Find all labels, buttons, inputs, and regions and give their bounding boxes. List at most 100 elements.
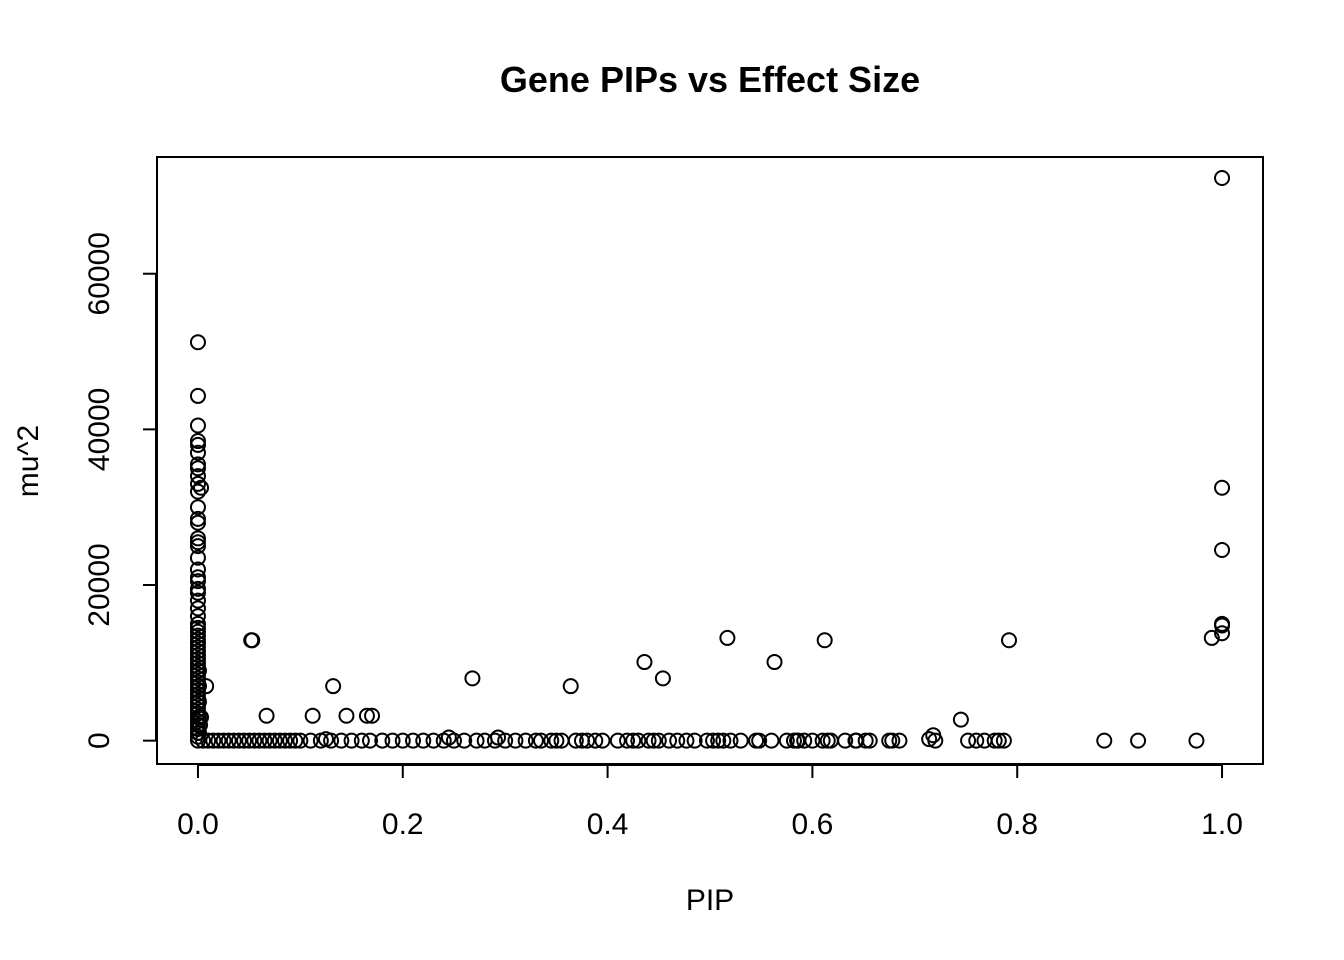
- data-point: [497, 732, 514, 749]
- x-axis: 0.0 0.2 0.4 0.6 0.8 1.0: [177, 764, 1243, 841]
- data-point: [256, 732, 273, 749]
- data-point: [258, 707, 275, 724]
- data-point: [464, 670, 481, 687]
- data-point: [358, 707, 375, 724]
- data-point: [476, 732, 493, 749]
- data-point: [189, 444, 206, 461]
- data-point: [364, 707, 381, 724]
- x-tick-label: 0.6: [792, 808, 834, 841]
- data-point: [952, 711, 969, 728]
- data-point: [1214, 617, 1231, 634]
- data-point: [785, 732, 802, 749]
- data-point: [630, 732, 647, 749]
- data-point: [415, 732, 432, 749]
- data-point: [960, 732, 977, 749]
- data-point: [189, 635, 206, 652]
- data-point: [189, 623, 206, 640]
- data-point: [669, 732, 686, 749]
- data-point: [205, 732, 222, 749]
- x-axis-label: PIP: [686, 884, 734, 917]
- data-point: [678, 732, 695, 749]
- data-point: [338, 707, 355, 724]
- data-point: [533, 732, 550, 749]
- data-point: [1188, 732, 1205, 749]
- data-point: [189, 456, 206, 473]
- data-point: [715, 732, 732, 749]
- data-point: [277, 732, 294, 749]
- data-point: [189, 417, 206, 434]
- data-point: [189, 433, 206, 450]
- data-point: [804, 732, 821, 749]
- data-point: [246, 732, 263, 749]
- y-tick-label: 60000: [83, 232, 116, 315]
- y-tick-label: 40000: [83, 388, 116, 471]
- data-point: [189, 647, 206, 664]
- data-point: [362, 732, 379, 749]
- data-point: [814, 732, 831, 749]
- data-point: [891, 732, 908, 749]
- x-tick-label: 0.8: [996, 808, 1038, 841]
- data-point: [1001, 632, 1018, 649]
- data-point: [763, 732, 780, 749]
- data-point: [244, 632, 261, 649]
- data-point: [304, 707, 321, 724]
- data-point: [645, 732, 662, 749]
- data-point: [190, 709, 207, 726]
- data-point: [816, 632, 833, 649]
- data-point: [722, 732, 739, 749]
- data-point: [456, 732, 473, 749]
- data-point: [796, 732, 813, 749]
- data-point: [650, 732, 667, 749]
- data-point: [881, 732, 898, 749]
- data-point: [986, 732, 1003, 749]
- data-point: [189, 561, 206, 578]
- data-point: [189, 530, 206, 547]
- data-point: [507, 732, 524, 749]
- data-point: [921, 731, 938, 748]
- data-point: [925, 727, 942, 744]
- data-point: [384, 732, 401, 749]
- data-point: [440, 729, 457, 746]
- data-point: [190, 693, 207, 710]
- data-point: [553, 732, 570, 749]
- data-point: [1214, 625, 1231, 642]
- data-point: [189, 685, 206, 702]
- data-point: [189, 475, 206, 492]
- data-point: [847, 732, 864, 749]
- x-tick-label: 0.0: [177, 808, 219, 841]
- data-point: [325, 678, 342, 695]
- plot-frame: [156, 156, 1264, 765]
- y-tick-label: 0: [83, 732, 116, 749]
- data-point: [189, 569, 206, 586]
- data-point: [1214, 541, 1231, 558]
- data-point: [995, 732, 1012, 749]
- data-point: [527, 732, 544, 749]
- data-point: [732, 732, 749, 749]
- data-point: [562, 678, 579, 695]
- data-point: [425, 732, 442, 749]
- data-point: [1096, 732, 1113, 749]
- data-point: [225, 732, 242, 749]
- data-point: [710, 732, 727, 749]
- data-point: [698, 732, 715, 749]
- data-point: [594, 732, 611, 749]
- data-point: [236, 732, 253, 749]
- data-point: [189, 387, 206, 404]
- data-point: [394, 732, 411, 749]
- data-point: [189, 573, 206, 590]
- data-point: [968, 732, 985, 749]
- data-point: [189, 460, 206, 477]
- data-point: [210, 732, 227, 749]
- data-point: [189, 549, 206, 566]
- data-point: [468, 732, 485, 749]
- data-point: [189, 483, 206, 500]
- data-point: [200, 732, 217, 749]
- data-point: [405, 732, 422, 749]
- data-point: [190, 724, 207, 741]
- data-point: [353, 732, 370, 749]
- data-point: [189, 643, 206, 660]
- data-point: [625, 732, 642, 749]
- data-point: [189, 670, 206, 687]
- data-point: [190, 662, 207, 679]
- data-point: [661, 732, 678, 749]
